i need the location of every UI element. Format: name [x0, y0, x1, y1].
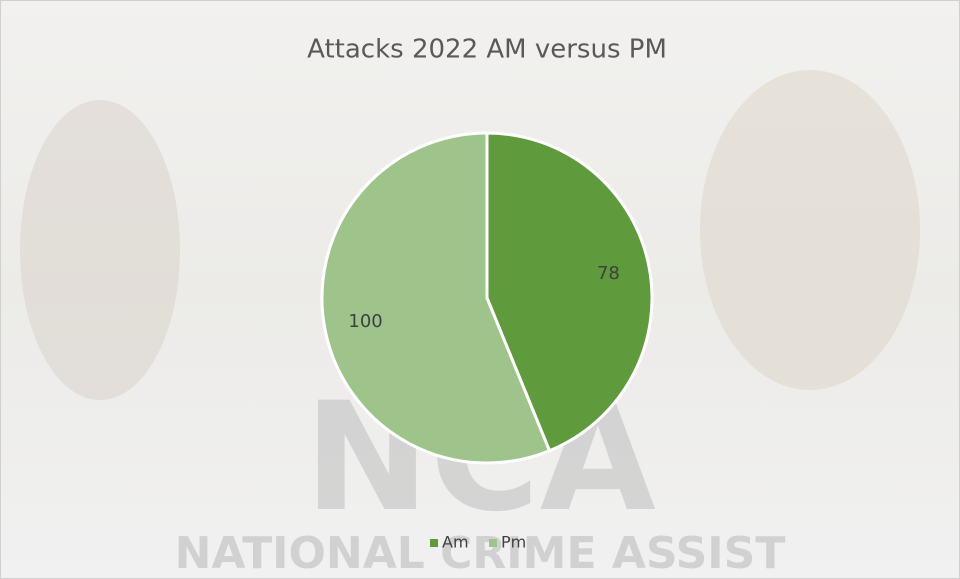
- background-figures: [20, 70, 920, 400]
- legend-swatch: [430, 539, 438, 547]
- data-label: 78: [597, 263, 620, 284]
- background-tagline: NATIONAL CRIME ASSIST: [175, 528, 786, 579]
- data-label: 100: [348, 311, 382, 332]
- legend-label: Am: [442, 533, 469, 552]
- chart-title: Attacks 2022 AM versus PM: [307, 35, 667, 65]
- legend-label: Pm: [501, 533, 526, 552]
- legend-swatch: [489, 539, 497, 547]
- pie-slice: [485, 131, 654, 453]
- pie-slice: [320, 131, 552, 465]
